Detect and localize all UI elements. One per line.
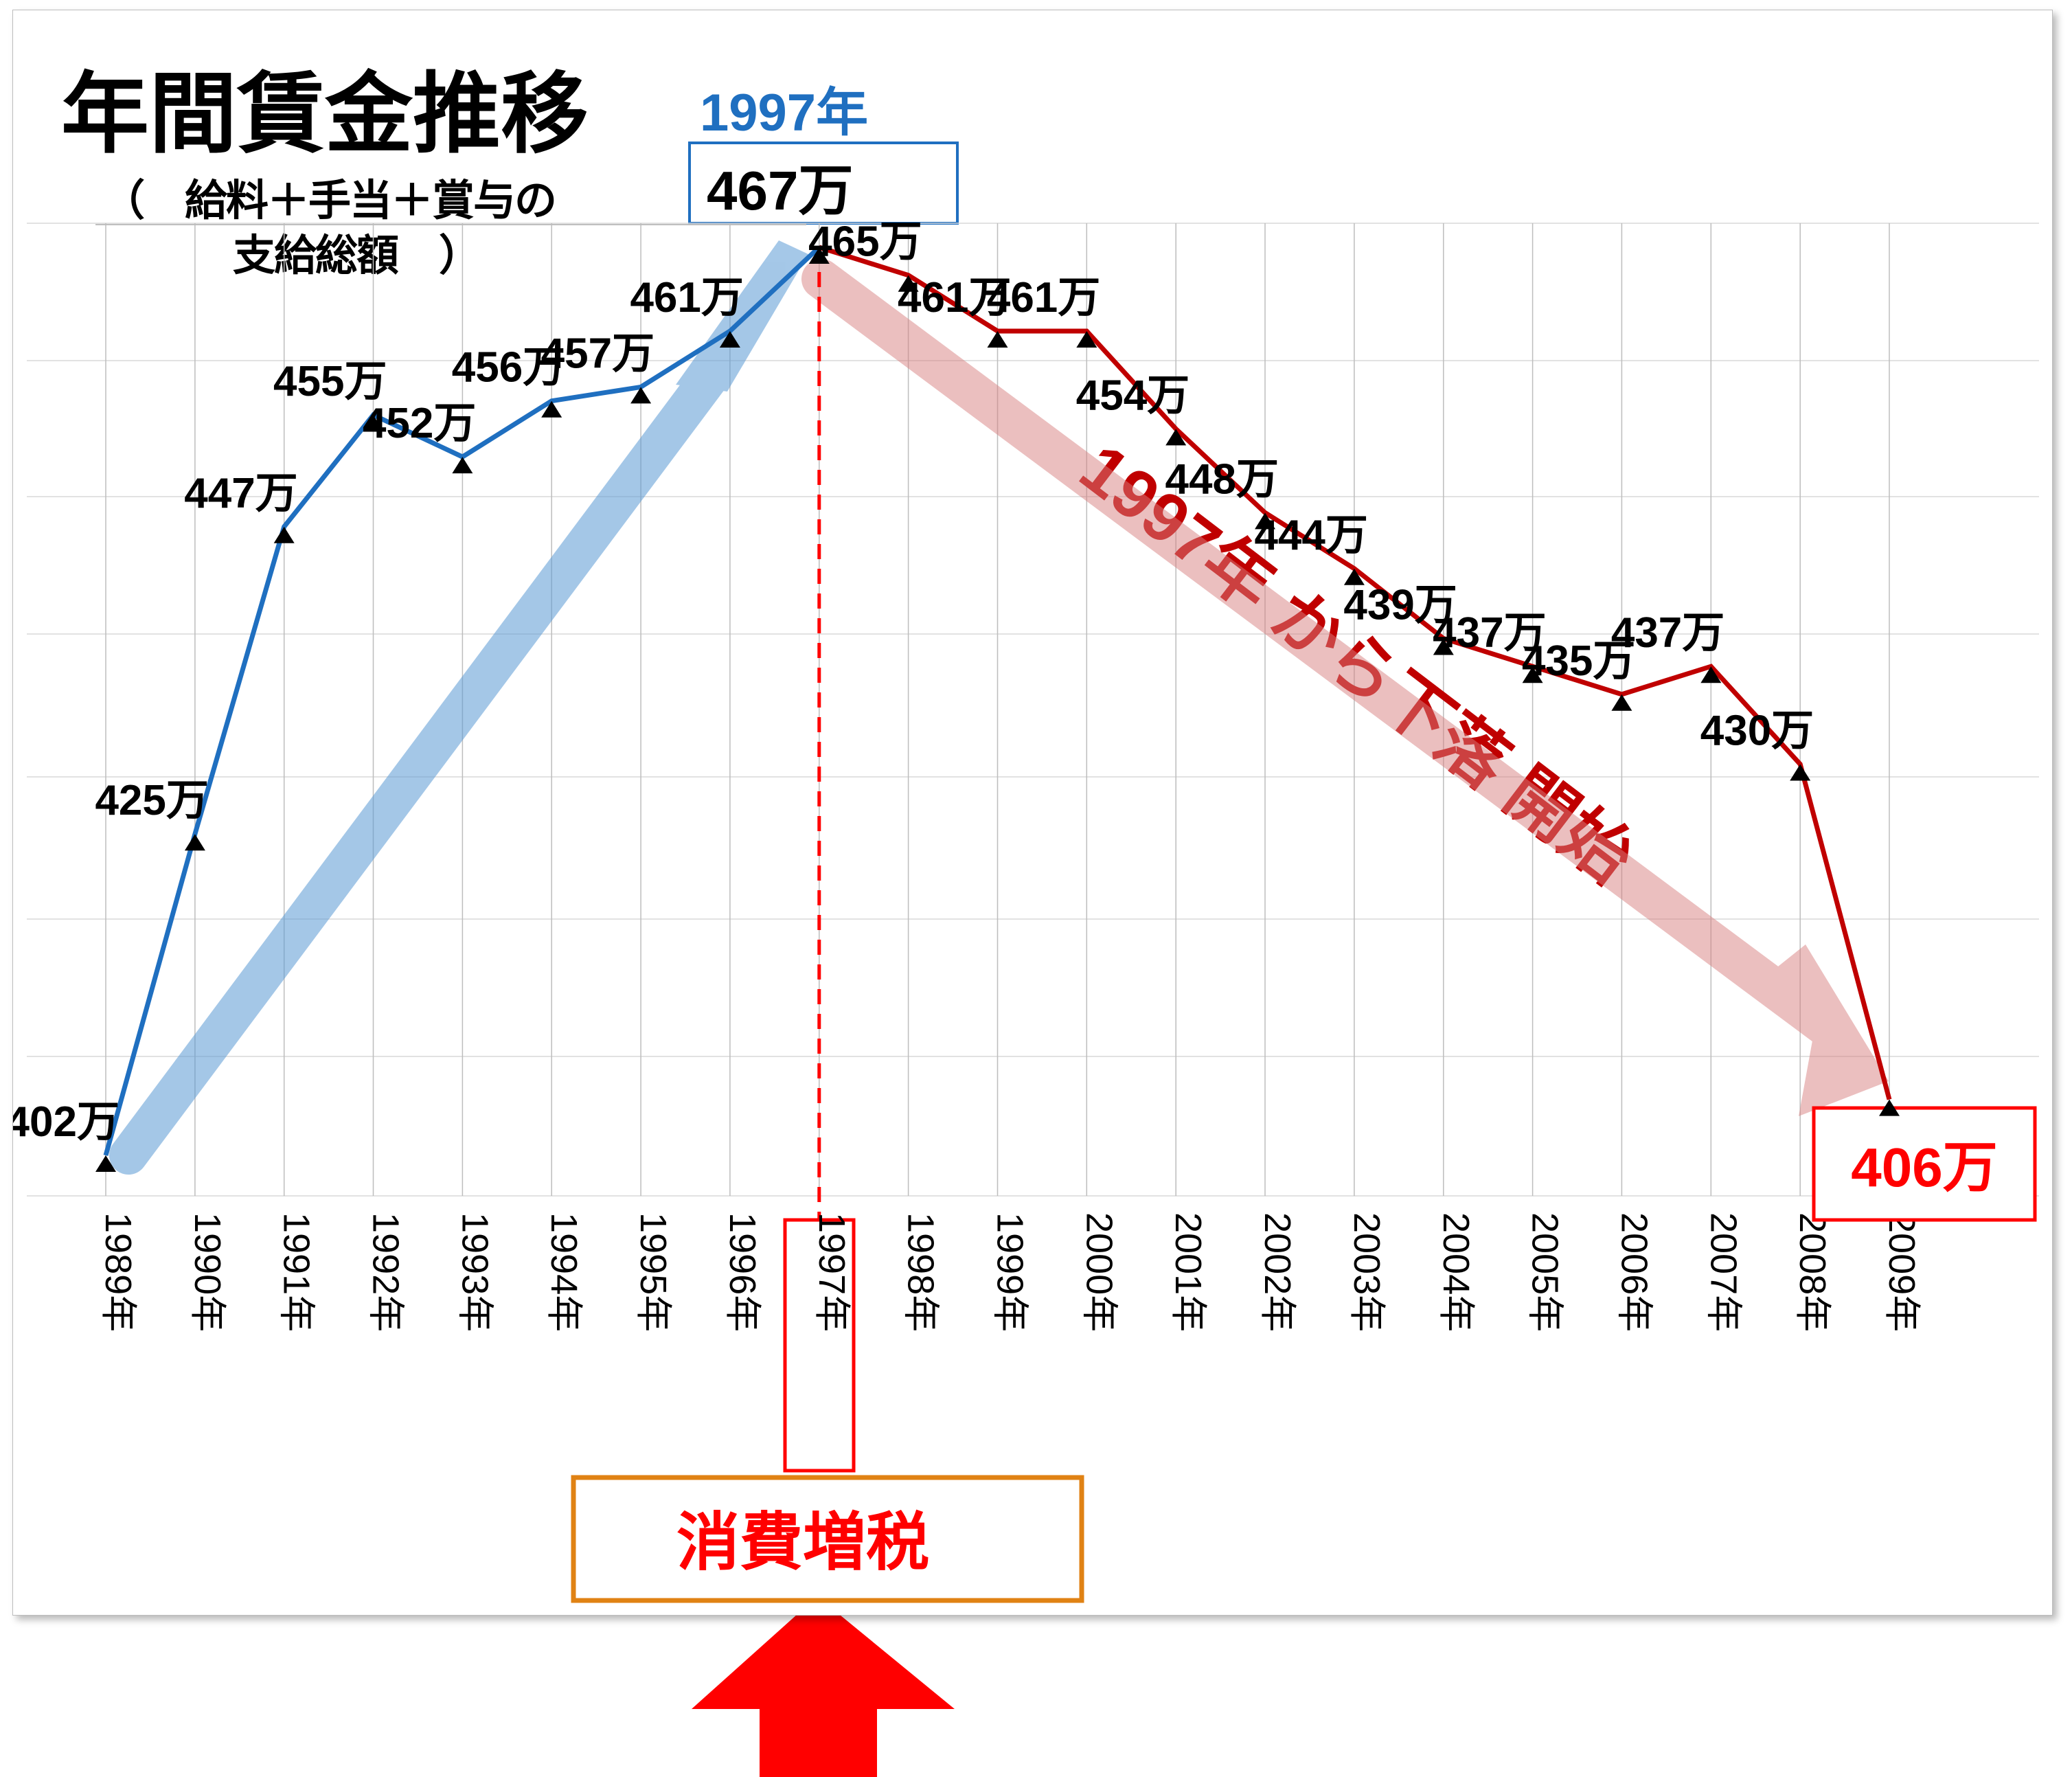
svg-text:465万: 465万	[808, 218, 922, 266]
svg-text:2003年: 2003年	[1346, 1212, 1387, 1332]
svg-text:支給総額 ）: 支給総額 ）	[233, 231, 480, 280]
svg-text:2008年: 2008年	[1792, 1212, 1833, 1332]
svg-text:402万: 402万	[13, 1098, 119, 1146]
svg-text:1997年: 1997年	[811, 1212, 852, 1332]
svg-text:2004年: 2004年	[1435, 1212, 1477, 1332]
svg-text:461万: 461万	[987, 274, 1100, 321]
svg-text:1991年: 1991年	[276, 1212, 317, 1332]
svg-text:1999年: 1999年	[990, 1212, 1031, 1332]
svg-text:425万: 425万	[95, 777, 208, 824]
svg-text:454万: 454万	[1076, 372, 1189, 419]
svg-text:406万: 406万	[1851, 1137, 1997, 1198]
svg-text:消費増税: 消費増税	[676, 1508, 929, 1578]
svg-text:455万: 455万	[273, 358, 387, 405]
svg-text:2001年: 2001年	[1168, 1212, 1209, 1332]
svg-text:1995年: 1995年	[633, 1212, 674, 1332]
svg-text:2007年: 2007年	[1703, 1212, 1744, 1332]
svg-text:2006年: 2006年	[1613, 1212, 1654, 1332]
svg-text:448万: 448万	[1165, 455, 1279, 503]
svg-text:2009年: 2009年	[1881, 1212, 1922, 1332]
svg-text:年間賃金推移: 年間賃金推移	[61, 65, 589, 163]
svg-text:1998年: 1998年	[900, 1212, 942, 1332]
svg-text:457万: 457万	[541, 330, 654, 377]
svg-text:461万: 461万	[630, 274, 743, 321]
svg-text:430万: 430万	[1700, 708, 1814, 755]
svg-text:1992年: 1992年	[365, 1212, 407, 1332]
svg-text:2005年: 2005年	[1525, 1212, 1566, 1332]
svg-text:467万: 467万	[707, 160, 853, 221]
svg-text:1990年: 1990年	[187, 1212, 228, 1332]
svg-text:（ 給料＋手当＋賞与の: （ 給料＋手当＋賞与の	[102, 177, 556, 225]
svg-text:447万: 447万	[184, 470, 297, 517]
svg-text:2000年: 2000年	[1078, 1212, 1119, 1332]
svg-text:437万: 437万	[1611, 609, 1724, 657]
svg-text:1997年: 1997年	[700, 84, 868, 142]
svg-text:1994年: 1994年	[543, 1212, 584, 1332]
svg-text:1989年: 1989年	[98, 1212, 139, 1332]
svg-text:444万: 444万	[1254, 512, 1367, 559]
svg-text:452万: 452万	[363, 400, 476, 447]
svg-text:2002年: 2002年	[1257, 1212, 1298, 1332]
svg-text:1996年: 1996年	[722, 1212, 763, 1332]
svg-text:1993年: 1993年	[454, 1212, 495, 1332]
